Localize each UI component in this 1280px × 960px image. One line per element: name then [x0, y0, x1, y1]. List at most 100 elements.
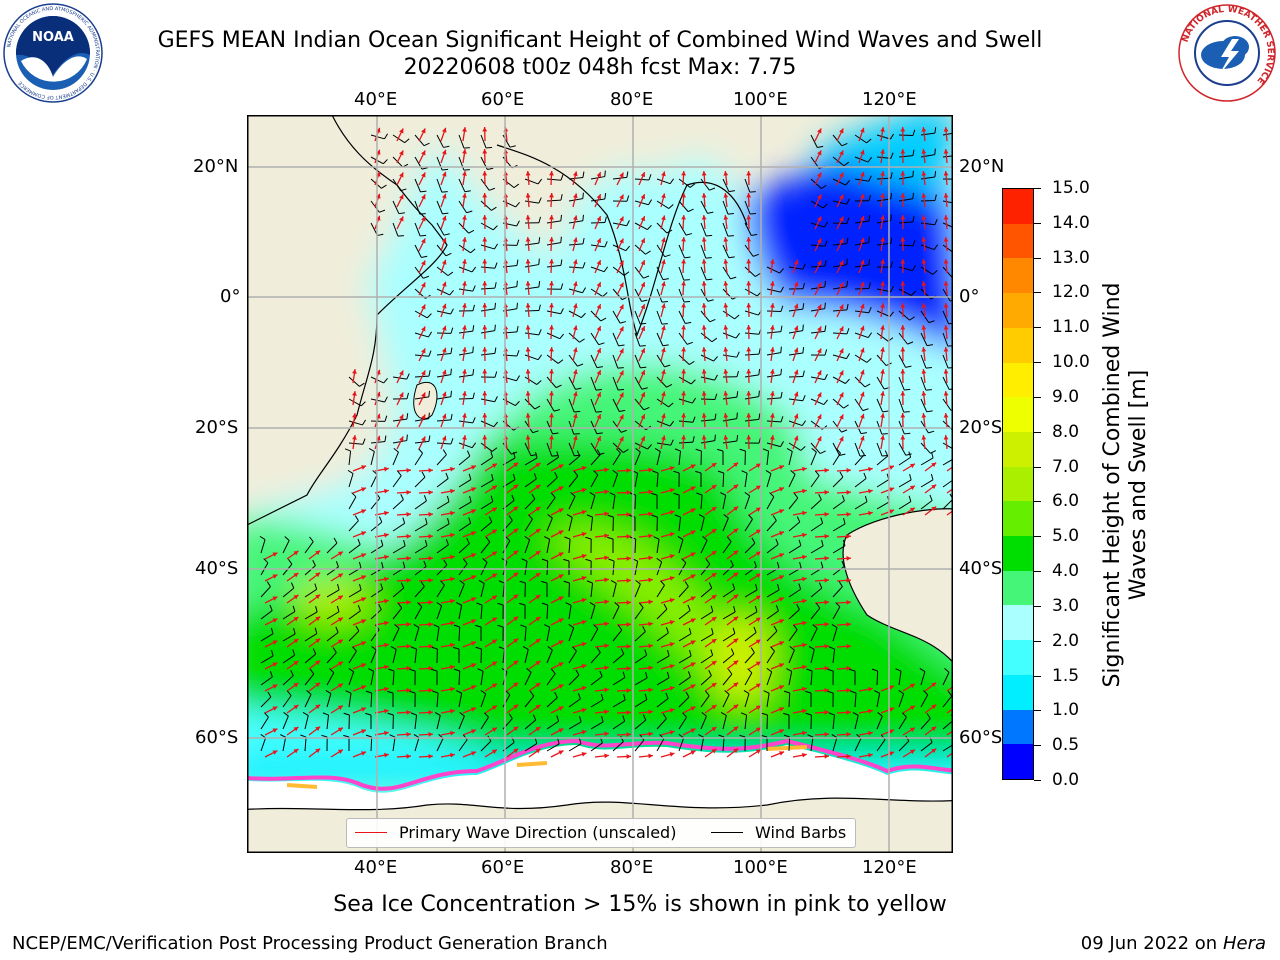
wave-direction-arrow [396, 436, 404, 450]
wave-direction-arrow [681, 280, 686, 296]
wave-direction-arrow [880, 171, 885, 186]
wind-barb [700, 288, 714, 302]
wave-direction-arrow [858, 215, 865, 230]
barb-legend-label: Wind Barbs [755, 823, 847, 842]
wind-barb [433, 624, 440, 642]
wave-direction-arrow [723, 303, 729, 318]
wave-direction-arrow [681, 346, 686, 362]
wave-direction-arrow [550, 486, 564, 494]
lat-tick-left: 20°S [195, 417, 239, 438]
wind-barb [522, 646, 529, 664]
wind-barb [766, 325, 783, 334]
lat-tick-right: 40°S [959, 558, 1003, 579]
wind-barb [414, 244, 428, 258]
wave-direction-arrow [440, 554, 455, 560]
wave-direction-arrow [462, 435, 467, 450]
wave-direction-arrow [528, 704, 541, 714]
wind-barb [304, 690, 312, 708]
wave-direction-arrow [528, 506, 541, 516]
wave-direction-arrow [484, 529, 498, 538]
wave-direction-arrow [880, 237, 885, 252]
wave-direction-arrow [858, 510, 873, 516]
wind-barb [717, 448, 724, 466]
wind-barb [436, 438, 454, 445]
wind-barb [898, 689, 905, 708]
wave-direction-arrow [616, 414, 624, 428]
wind-barb [653, 536, 660, 554]
wave-direction-arrow [440, 259, 447, 274]
wind-barb [260, 733, 267, 752]
wave-direction-arrow [880, 707, 895, 714]
generation-date: 09 Jun 2022 on Hera [1081, 934, 1266, 954]
wave-direction-arrow [572, 193, 578, 208]
wind-barb [480, 347, 497, 356]
wind-barb [678, 178, 696, 188]
wave-direction-arrow [836, 128, 844, 142]
wave-direction-arrow [814, 282, 822, 296]
wave-direction-arrow [418, 392, 426, 406]
wave-direction-arrow [616, 304, 624, 318]
wave-direction-arrow [792, 620, 807, 626]
wave-direction-arrow [638, 621, 653, 627]
wind-barb [876, 310, 895, 317]
wave-direction-arrow [616, 512, 632, 517]
wave-direction-arrow [900, 148, 906, 164]
wave-direction-arrow [462, 465, 477, 472]
wave-direction-arrow [594, 215, 602, 230]
wave-direction-arrow [704, 550, 717, 560]
wind-barb [722, 310, 740, 320]
wave-direction-arrow [660, 281, 666, 296]
wave-direction-arrow [858, 149, 865, 164]
wave-direction-arrow [506, 484, 519, 494]
wave-direction-arrow [792, 576, 807, 582]
wave-direction-arrow [616, 600, 632, 605]
wind-barb [634, 199, 653, 206]
wind-barb [370, 645, 377, 664]
wind-barb [700, 222, 713, 237]
wave-direction-arrow [858, 708, 873, 714]
wind-barb [260, 691, 272, 708]
wind-barb [413, 733, 420, 752]
wind-barb [744, 537, 756, 554]
wind-barb [609, 492, 616, 510]
wind-barb [544, 536, 551, 554]
wave-direction-arrow [638, 467, 653, 473]
wind-barb [783, 734, 791, 752]
wave-direction-arrow [701, 302, 707, 318]
wind-barb [259, 535, 266, 554]
wave-direction-arrow [921, 325, 927, 340]
wave-direction-arrow [858, 488, 873, 494]
wave-direction-arrow [770, 487, 785, 494]
wave-direction-arrow [482, 214, 488, 230]
wave-direction-arrow [616, 578, 632, 583]
wind-barb [700, 354, 718, 362]
wave-direction-arrow [943, 347, 949, 362]
wind-barb [876, 711, 883, 730]
wave-direction-arrow [418, 599, 434, 605]
wave-direction-arrow [792, 686, 807, 692]
wind-barb [348, 646, 357, 664]
wave-direction-arrow [701, 346, 707, 362]
colorbar-tick-mark [1034, 780, 1041, 781]
wind-barb [520, 624, 527, 642]
wind-barb [392, 602, 403, 620]
wind-barb [524, 493, 536, 510]
wave-direction-arrow [682, 574, 696, 582]
colorbar-tick-mark [1034, 571, 1041, 573]
wind-barb [431, 646, 438, 664]
wave-direction-arrow [525, 390, 531, 406]
wind-barb [612, 376, 625, 391]
wave-direction-arrow [330, 727, 344, 736]
wind-barb [634, 693, 648, 708]
wave-direction-arrow [858, 686, 873, 692]
wind-barb [678, 354, 695, 365]
wave-direction-arrow [660, 488, 675, 494]
wind-barb [763, 690, 770, 708]
wave-direction-arrow [528, 484, 541, 494]
wind-barb [392, 517, 406, 532]
wind-barb [414, 448, 424, 466]
wave-direction-arrow [660, 642, 675, 648]
wave-direction-arrow [682, 464, 696, 472]
wave-direction-arrow [701, 236, 707, 252]
wind-barb [788, 370, 805, 378]
